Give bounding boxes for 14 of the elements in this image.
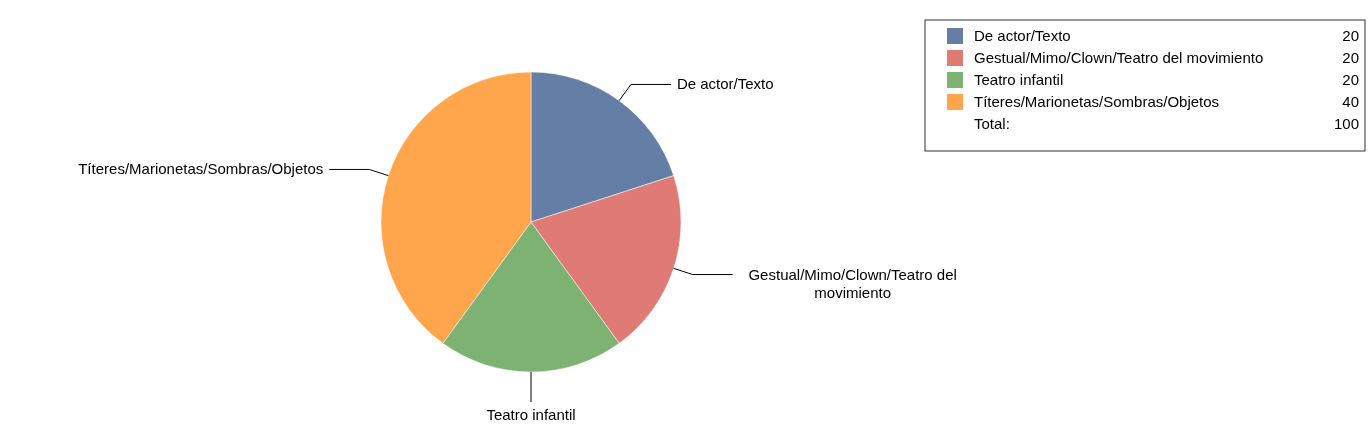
slice-label: Gestual/Mimo/Clown/Teatro del movimiento bbox=[748, 265, 957, 301]
slice-label: Teatro infantil bbox=[486, 406, 576, 423]
data-label: 20 bbox=[1342, 49, 1359, 66]
legend-label: Gestual/Mimo/Clown/Teatro del movimiento bbox=[974, 49, 1264, 66]
legend-label: De actor/Texto bbox=[974, 27, 1071, 44]
data-label: 20 bbox=[1342, 71, 1359, 88]
slice-label: De actor/Texto bbox=[676, 75, 774, 93]
data-label: 40 bbox=[1342, 93, 1359, 110]
slice-label: Títeres/Marionetas/Sombras/Objetos bbox=[78, 160, 324, 178]
text: 100 bbox=[1333, 115, 1359, 132]
legend-label: Títeres/Marionetas/Sombras/Objetos bbox=[974, 93, 1220, 110]
data-label: 20 bbox=[1342, 27, 1359, 44]
text: Total: bbox=[974, 115, 1010, 132]
legend-label: Teatro infantil bbox=[974, 71, 1064, 88]
